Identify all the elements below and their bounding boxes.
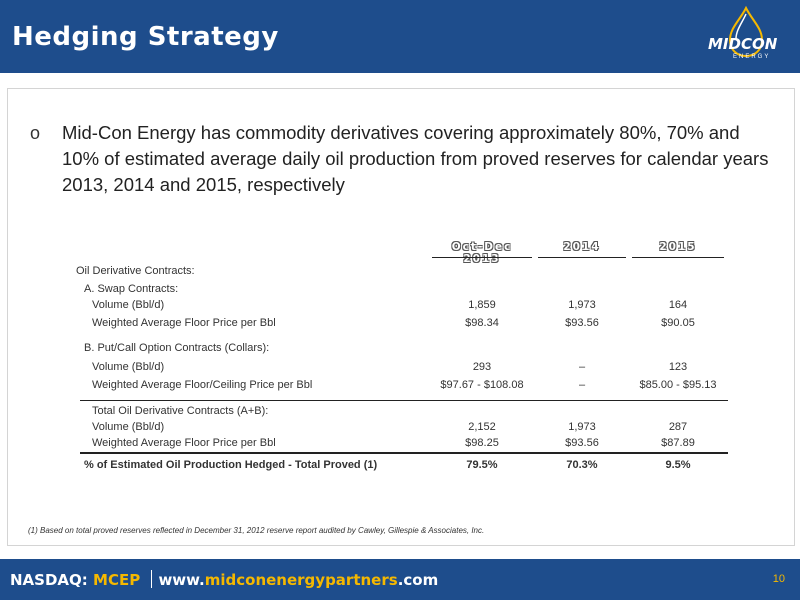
table-row-label: Volume (Bbl/d) [92, 361, 165, 373]
table-cell: $98.25 [465, 437, 499, 449]
column-underline [632, 257, 724, 258]
column-header-oct-dec-2013: Oct-Dec 2013 [451, 241, 513, 265]
ticker-symbol: MCEP [93, 571, 141, 589]
column-header-2015: 2015 [659, 241, 697, 253]
table-cell: 123 [668, 361, 688, 373]
divider [80, 400, 728, 401]
section-title-oil-derivative: Oil Derivative Contracts: [76, 265, 195, 277]
column-underline [432, 257, 532, 258]
url-suffix: .com [397, 571, 439, 589]
logo-wordmark: MIDCON [708, 35, 777, 53]
exchange-label: NASDAQ: [10, 571, 88, 589]
table-cell: 164 [668, 299, 688, 311]
swap-contracts-title: A. Swap Contracts: [84, 283, 179, 295]
logo-subtitle: ENERGY [733, 54, 771, 60]
table-cell-hedged: 79.5% [466, 459, 498, 471]
footer-bar: NASDAQ: MCEP www.midconenergypartners.co… [0, 559, 800, 600]
divider-thick [80, 452, 728, 454]
table-cell-hedged: 9.5% [665, 459, 691, 471]
table-row-label: Volume (Bbl/d) [92, 421, 165, 433]
table-cell: 1,973 [568, 299, 596, 311]
table-row-label: Weighted Average Floor Price per Bbl [92, 317, 276, 329]
footer-separator [151, 570, 153, 588]
table-cell-hedged: 70.3% [566, 459, 598, 471]
table-cell: – [578, 361, 586, 373]
logo-mid: MID [708, 35, 741, 53]
table-cell: $85.00 - $95.13 [639, 379, 717, 391]
table-cell: $93.56 [565, 317, 599, 329]
table-cell: $97.67 - $108.08 [440, 379, 524, 391]
table-cell: $98.34 [465, 317, 499, 329]
footer-info: NASDAQ: MCEP www.midconenergypartners.co… [10, 570, 438, 589]
table-cell: 1,859 [468, 299, 496, 311]
table-row-label: Weighted Average Floor/Ceiling Price per… [92, 379, 313, 391]
table-cell: – [578, 379, 586, 391]
table-cell: $90.05 [661, 317, 695, 329]
total-contracts-title: Total Oil Derivative Contracts (A+B): [92, 405, 269, 417]
footnote: (1) Based on total proved reserves refle… [28, 526, 485, 535]
url-domain: midconenergypartners [204, 571, 398, 589]
page-title: Hedging Strategy [12, 22, 279, 52]
table-cell: 2,152 [468, 421, 496, 433]
table-row-label: Weighted Average Floor Price per Bbl [92, 437, 276, 449]
hedged-row-label: % of Estimated Oil Production Hedged - T… [84, 459, 378, 471]
header-bar: Hedging Strategy MIDCON ENERGY [0, 0, 800, 73]
oil-drop-icon [728, 6, 764, 58]
table-row-label: Volume (Bbl/d) [92, 299, 165, 311]
column-underline [538, 257, 626, 258]
page-number: 10 [772, 573, 785, 585]
table-cell: $93.56 [565, 437, 599, 449]
column-header-2014: 2014 [563, 241, 601, 253]
table-cell: 1,973 [568, 421, 596, 433]
url-prefix: www. [158, 571, 205, 589]
table-cell: $87.89 [661, 437, 695, 449]
website-link[interactable]: www.midconenergypartners.com [158, 571, 438, 589]
bullet-text: Mid-Con Energy has commodity derivatives… [62, 122, 769, 195]
content-panel [7, 88, 795, 546]
table-cell: 287 [668, 421, 688, 433]
bullet-marker: o [30, 123, 41, 143]
logo-con: CON [740, 35, 778, 53]
table-cell: 293 [472, 361, 492, 373]
midcon-logo: MIDCON ENERGY [700, 6, 792, 68]
collar-contracts-title: B. Put/Call Option Contracts (Collars): [84, 342, 270, 354]
